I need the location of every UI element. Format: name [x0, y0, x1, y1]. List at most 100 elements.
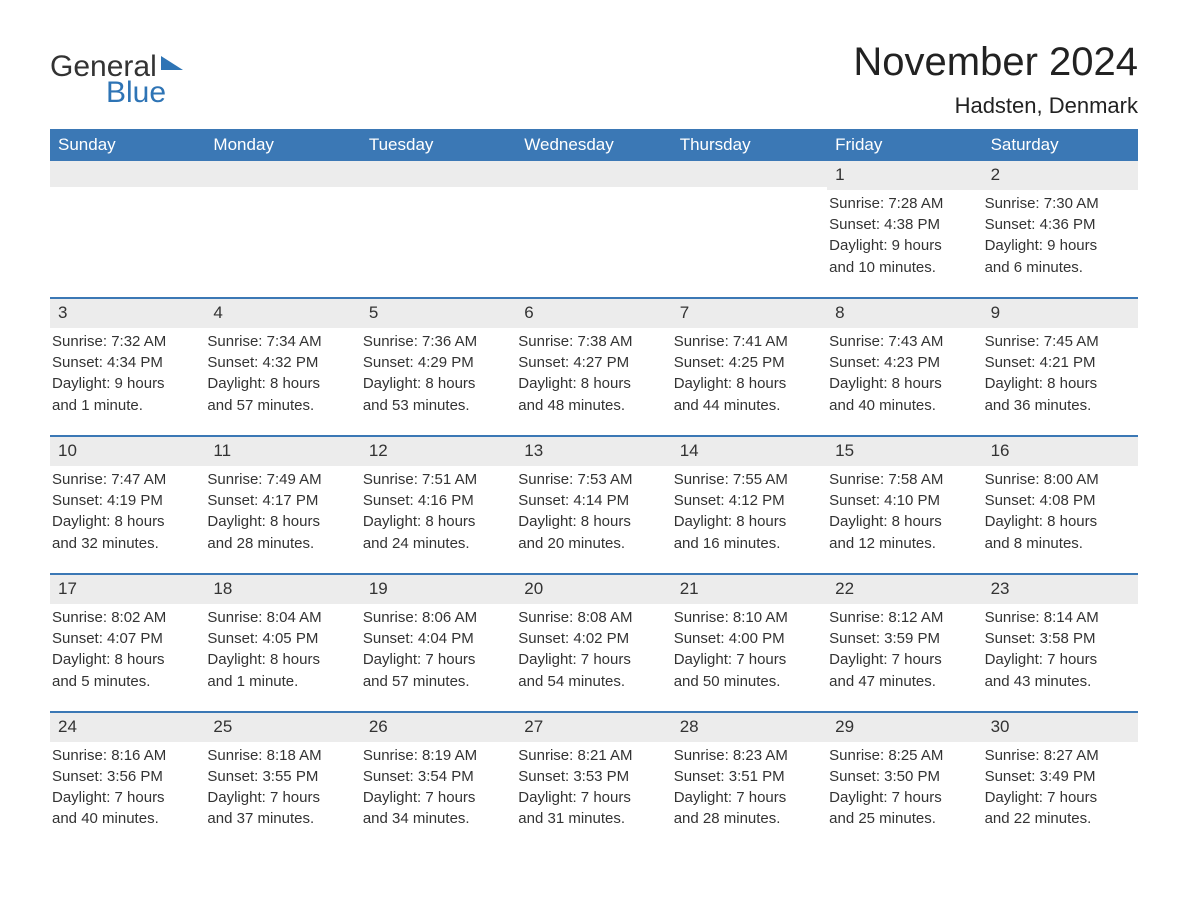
sunrise-text: Sunrise: 7:55 AM	[674, 470, 825, 490]
location-label: Hadsten, Denmark	[853, 93, 1138, 119]
weekday-tuesday: Tuesday	[361, 129, 516, 161]
daylight-text-line1: Daylight: 8 hours	[518, 374, 669, 394]
sunrise-text: Sunrise: 7:45 AM	[985, 332, 1136, 352]
daylight-text-line2: and 8 minutes.	[985, 534, 1136, 554]
sunset-text: Sunset: 4:29 PM	[363, 353, 514, 373]
daylight-text-line1: Daylight: 8 hours	[207, 650, 358, 670]
daylight-text-line2: and 50 minutes.	[674, 672, 825, 692]
day-number: 1	[827, 161, 982, 190]
day-cell: 19Sunrise: 8:06 AMSunset: 4:04 PMDayligh…	[361, 575, 516, 697]
sunset-text: Sunset: 4:34 PM	[52, 353, 203, 373]
day-number: 7	[672, 299, 827, 328]
day-number: 29	[827, 713, 982, 742]
day-cell: 7Sunrise: 7:41 AMSunset: 4:25 PMDaylight…	[672, 299, 827, 421]
daylight-text-line1: Daylight: 8 hours	[207, 374, 358, 394]
day-cell	[672, 161, 827, 283]
day-cell: 22Sunrise: 8:12 AMSunset: 3:59 PMDayligh…	[827, 575, 982, 697]
daylight-text-line2: and 36 minutes.	[985, 396, 1136, 416]
daylight-text-line1: Daylight: 8 hours	[674, 512, 825, 532]
day-number: 13	[516, 437, 671, 466]
sunrise-text: Sunrise: 7:47 AM	[52, 470, 203, 490]
logo-text-blue: Blue	[106, 76, 166, 110]
weekday-wednesday: Wednesday	[516, 129, 671, 161]
day-cell: 25Sunrise: 8:18 AMSunset: 3:55 PMDayligh…	[205, 713, 360, 835]
day-body: Sunrise: 8:23 AMSunset: 3:51 PMDaylight:…	[672, 742, 827, 835]
sunset-text: Sunset: 4:16 PM	[363, 491, 514, 511]
sunrise-text: Sunrise: 8:16 AM	[52, 746, 203, 766]
sunset-text: Sunset: 3:51 PM	[674, 767, 825, 787]
daylight-text-line2: and 37 minutes.	[207, 809, 358, 829]
daylight-text-line1: Daylight: 8 hours	[518, 512, 669, 532]
sunrise-text: Sunrise: 7:36 AM	[363, 332, 514, 352]
weekday-saturday: Saturday	[983, 129, 1138, 161]
day-cell: 16Sunrise: 8:00 AMSunset: 4:08 PMDayligh…	[983, 437, 1138, 559]
day-body: Sunrise: 8:08 AMSunset: 4:02 PMDaylight:…	[516, 604, 671, 697]
day-cell	[50, 161, 205, 283]
day-cell: 29Sunrise: 8:25 AMSunset: 3:50 PMDayligh…	[827, 713, 982, 835]
empty-day-bar	[50, 161, 205, 187]
empty-day-bar	[516, 161, 671, 187]
sunset-text: Sunset: 4:12 PM	[674, 491, 825, 511]
weekday-sunday: Sunday	[50, 129, 205, 161]
day-number: 3	[50, 299, 205, 328]
daylight-text-line2: and 28 minutes.	[674, 809, 825, 829]
sunset-text: Sunset: 4:19 PM	[52, 491, 203, 511]
day-body: Sunrise: 7:41 AMSunset: 4:25 PMDaylight:…	[672, 328, 827, 421]
day-number: 25	[205, 713, 360, 742]
day-body: Sunrise: 8:10 AMSunset: 4:00 PMDaylight:…	[672, 604, 827, 697]
day-cell: 17Sunrise: 8:02 AMSunset: 4:07 PMDayligh…	[50, 575, 205, 697]
day-cell: 8Sunrise: 7:43 AMSunset: 4:23 PMDaylight…	[827, 299, 982, 421]
daylight-text-line1: Daylight: 7 hours	[674, 650, 825, 670]
week-row: 1Sunrise: 7:28 AMSunset: 4:38 PMDaylight…	[50, 161, 1138, 283]
week-row: 17Sunrise: 8:02 AMSunset: 4:07 PMDayligh…	[50, 573, 1138, 697]
day-body: Sunrise: 7:43 AMSunset: 4:23 PMDaylight:…	[827, 328, 982, 421]
sunset-text: Sunset: 4:17 PM	[207, 491, 358, 511]
day-cell	[205, 161, 360, 283]
sunset-text: Sunset: 3:59 PM	[829, 629, 980, 649]
day-number: 28	[672, 713, 827, 742]
sunrise-text: Sunrise: 8:02 AM	[52, 608, 203, 628]
triangle-icon	[161, 56, 183, 70]
sunset-text: Sunset: 4:10 PM	[829, 491, 980, 511]
day-cell: 24Sunrise: 8:16 AMSunset: 3:56 PMDayligh…	[50, 713, 205, 835]
day-cell: 10Sunrise: 7:47 AMSunset: 4:19 PMDayligh…	[50, 437, 205, 559]
daylight-text-line2: and 28 minutes.	[207, 534, 358, 554]
day-number: 14	[672, 437, 827, 466]
header: General Blue November 2024 Hadsten, Denm…	[50, 40, 1138, 119]
day-cell: 30Sunrise: 8:27 AMSunset: 3:49 PMDayligh…	[983, 713, 1138, 835]
day-number: 17	[50, 575, 205, 604]
day-body: Sunrise: 7:38 AMSunset: 4:27 PMDaylight:…	[516, 328, 671, 421]
day-body: Sunrise: 8:21 AMSunset: 3:53 PMDaylight:…	[516, 742, 671, 835]
sunset-text: Sunset: 3:56 PM	[52, 767, 203, 787]
day-cell: 4Sunrise: 7:34 AMSunset: 4:32 PMDaylight…	[205, 299, 360, 421]
sunset-text: Sunset: 4:05 PM	[207, 629, 358, 649]
daylight-text-line1: Daylight: 8 hours	[985, 512, 1136, 532]
daylight-text-line2: and 6 minutes.	[985, 258, 1136, 278]
day-number: 12	[361, 437, 516, 466]
day-body: Sunrise: 7:49 AMSunset: 4:17 PMDaylight:…	[205, 466, 360, 559]
weekday-friday: Friday	[827, 129, 982, 161]
daylight-text-line1: Daylight: 8 hours	[985, 374, 1136, 394]
day-cell: 28Sunrise: 8:23 AMSunset: 3:51 PMDayligh…	[672, 713, 827, 835]
day-body: Sunrise: 8:06 AMSunset: 4:04 PMDaylight:…	[361, 604, 516, 697]
daylight-text-line2: and 12 minutes.	[829, 534, 980, 554]
sunrise-text: Sunrise: 7:49 AM	[207, 470, 358, 490]
daylight-text-line2: and 1 minute.	[207, 672, 358, 692]
weekday-header-row: Sunday Monday Tuesday Wednesday Thursday…	[50, 129, 1138, 161]
empty-day-bar	[205, 161, 360, 187]
sunset-text: Sunset: 3:50 PM	[829, 767, 980, 787]
week-row: 24Sunrise: 8:16 AMSunset: 3:56 PMDayligh…	[50, 711, 1138, 835]
daylight-text-line2: and 43 minutes.	[985, 672, 1136, 692]
daylight-text-line2: and 44 minutes.	[674, 396, 825, 416]
sunset-text: Sunset: 4:08 PM	[985, 491, 1136, 511]
day-number: 18	[205, 575, 360, 604]
daylight-text-line2: and 20 minutes.	[518, 534, 669, 554]
daylight-text-line1: Daylight: 7 hours	[829, 650, 980, 670]
daylight-text-line1: Daylight: 7 hours	[985, 650, 1136, 670]
day-body: Sunrise: 7:58 AMSunset: 4:10 PMDaylight:…	[827, 466, 982, 559]
sunset-text: Sunset: 4:36 PM	[985, 215, 1136, 235]
day-number: 30	[983, 713, 1138, 742]
daylight-text-line1: Daylight: 8 hours	[363, 512, 514, 532]
day-cell: 21Sunrise: 8:10 AMSunset: 4:00 PMDayligh…	[672, 575, 827, 697]
day-number: 16	[983, 437, 1138, 466]
